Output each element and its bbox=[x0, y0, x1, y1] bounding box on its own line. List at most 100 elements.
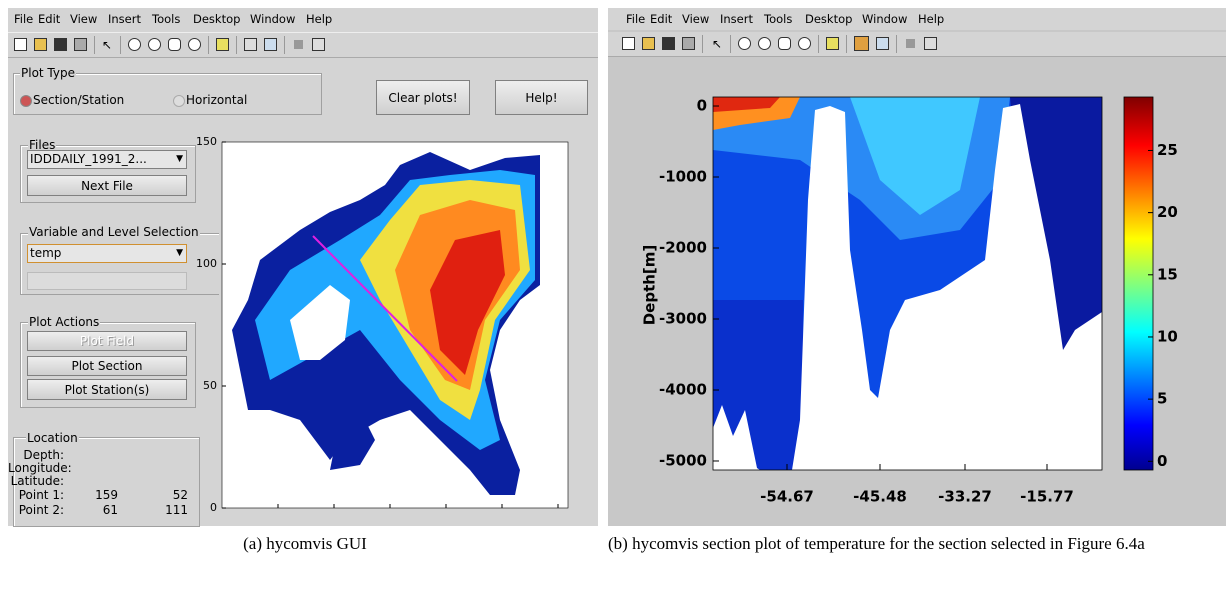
tool-icon[interactable] bbox=[738, 37, 751, 50]
popup-text: IDDDAILY_1991_2... bbox=[30, 152, 147, 166]
group-title: Plot Actions bbox=[28, 315, 101, 329]
group-box bbox=[20, 145, 196, 203]
x-tick-label: -33.27 bbox=[938, 488, 992, 506]
colorbar-tick-label: 5 bbox=[1157, 390, 1167, 408]
menu-item[interactable]: Insert bbox=[720, 12, 753, 26]
tool-icon[interactable] bbox=[798, 37, 811, 50]
terrain bbox=[713, 405, 760, 470]
menu-item[interactable]: Desktop bbox=[805, 12, 853, 26]
tool-icon[interactable] bbox=[34, 38, 47, 51]
map-land bbox=[290, 285, 350, 360]
group-title: Location bbox=[26, 431, 79, 445]
separator bbox=[208, 36, 209, 54]
menu-item[interactable]: View bbox=[682, 12, 710, 26]
tool-icon[interactable] bbox=[264, 38, 277, 51]
toolbar: ↖ bbox=[608, 32, 1226, 57]
tool-icon[interactable] bbox=[188, 38, 201, 51]
x-tick-label: -54.67 bbox=[760, 488, 814, 506]
popup-disabled bbox=[27, 272, 187, 290]
y-tick-label: -3000 bbox=[659, 309, 707, 327]
tool-icon[interactable]: ↖ bbox=[102, 38, 113, 52]
caption: (b) hycomvis section plot of temperature… bbox=[608, 534, 1145, 553]
plots: Depth[m] 0501001500-1000-2000-3000-4000-… bbox=[196, 96, 1178, 514]
menu-item[interactable]: File bbox=[626, 12, 646, 26]
tool-icon[interactable] bbox=[244, 38, 257, 51]
colorbar-tick-label: 0 bbox=[1157, 452, 1167, 470]
tool-icon[interactable] bbox=[682, 37, 695, 50]
popup-menu[interactable]: IDDDAILY_1991_2... ▼ bbox=[27, 150, 187, 169]
tool-icon[interactable] bbox=[128, 38, 141, 51]
tool-icon[interactable] bbox=[662, 37, 675, 50]
tool-icon[interactable] bbox=[876, 37, 889, 50]
tool-icon[interactable]: ↖ bbox=[712, 37, 723, 51]
button[interactable]: Help! bbox=[495, 80, 588, 115]
menu-item[interactable]: Edit bbox=[650, 12, 673, 26]
y-tick-label: 150 bbox=[196, 135, 217, 148]
y-axis-label: Depth[m] bbox=[641, 245, 659, 326]
separator bbox=[730, 35, 731, 53]
popup-menu[interactable]: temp ▼ bbox=[27, 244, 187, 263]
tool-icon[interactable] bbox=[294, 40, 303, 49]
location-label: Depth: bbox=[23, 448, 64, 462]
point-label: Point 1: bbox=[18, 488, 64, 502]
menu-bar: File Edit View Insert Tools Desktop Window Help bbox=[8, 8, 598, 30]
y-tick-label: 50 bbox=[203, 379, 217, 392]
map-field bbox=[430, 230, 505, 375]
menu-item[interactable]: Tools bbox=[764, 12, 793, 26]
point-value: 111 bbox=[165, 503, 188, 517]
menu-item[interactable]: Edit bbox=[38, 12, 61, 26]
map-ocean bbox=[330, 410, 375, 470]
radio-selected[interactable] bbox=[20, 95, 32, 107]
button[interactable]: Plot Station(s) bbox=[27, 379, 187, 400]
popup-text: temp bbox=[30, 246, 62, 260]
menu-item[interactable]: View bbox=[70, 12, 98, 26]
tool-icon[interactable] bbox=[758, 37, 771, 50]
radio-label[interactable]: Section/Station bbox=[33, 93, 125, 107]
menu-item[interactable]: File bbox=[14, 12, 34, 26]
radio[interactable] bbox=[173, 95, 185, 107]
tool-icon[interactable] bbox=[148, 38, 161, 51]
colorbar-tick-label: 10 bbox=[1157, 327, 1178, 345]
radio-label[interactable]: Horizontal bbox=[186, 93, 248, 107]
section-line bbox=[312, 235, 458, 382]
group-box bbox=[20, 322, 196, 408]
tool-icon[interactable] bbox=[54, 38, 67, 51]
tool-icon[interactable] bbox=[642, 37, 655, 50]
menu-item[interactable]: Tools bbox=[152, 12, 181, 26]
button[interactable]: Plot Section bbox=[27, 356, 187, 376]
menu-bar: File Edit View Insert Tools Desktop Window Help bbox=[608, 8, 1226, 30]
y-tick-label: -4000 bbox=[659, 380, 707, 398]
tool-icon[interactable] bbox=[906, 39, 915, 48]
y-tick-label: -5000 bbox=[659, 451, 707, 469]
menu-item[interactable]: Help bbox=[918, 12, 945, 26]
tool-icon[interactable] bbox=[168, 38, 181, 51]
button[interactable]: Clear plots! bbox=[376, 80, 470, 115]
tool-icon[interactable] bbox=[778, 37, 791, 50]
colorbar-tick-label: 20 bbox=[1157, 203, 1178, 221]
tool-icon[interactable] bbox=[924, 37, 937, 50]
menu-item[interactable]: Window bbox=[250, 12, 296, 26]
menu-item[interactable]: Insert bbox=[108, 12, 141, 26]
group-title: Files bbox=[28, 138, 57, 152]
tool-icon[interactable] bbox=[826, 37, 839, 50]
terrain bbox=[792, 104, 1102, 470]
point-value: 159 bbox=[95, 488, 118, 502]
menu-item[interactable]: Desktop bbox=[193, 12, 241, 26]
colorbar-tick-label: 15 bbox=[1157, 265, 1178, 283]
tool-icon[interactable] bbox=[854, 36, 869, 51]
menu-item[interactable]: Window bbox=[862, 12, 908, 26]
button[interactable]: Next File bbox=[27, 175, 187, 196]
tool-icon[interactable] bbox=[622, 37, 635, 50]
separator bbox=[846, 35, 847, 53]
colorbar-tick-label: 25 bbox=[1157, 141, 1178, 159]
tool-icon[interactable] bbox=[14, 38, 27, 51]
caption: (a) hycomvis GUI bbox=[243, 534, 367, 553]
tool-icon[interactable] bbox=[74, 38, 87, 51]
menu-item[interactable]: Help bbox=[306, 12, 333, 26]
axes-box bbox=[712, 96, 1103, 471]
location-label: Longitude: bbox=[8, 461, 72, 475]
tool-icon[interactable] bbox=[312, 38, 325, 51]
section-field bbox=[850, 97, 980, 215]
tool-icon[interactable] bbox=[216, 38, 229, 51]
